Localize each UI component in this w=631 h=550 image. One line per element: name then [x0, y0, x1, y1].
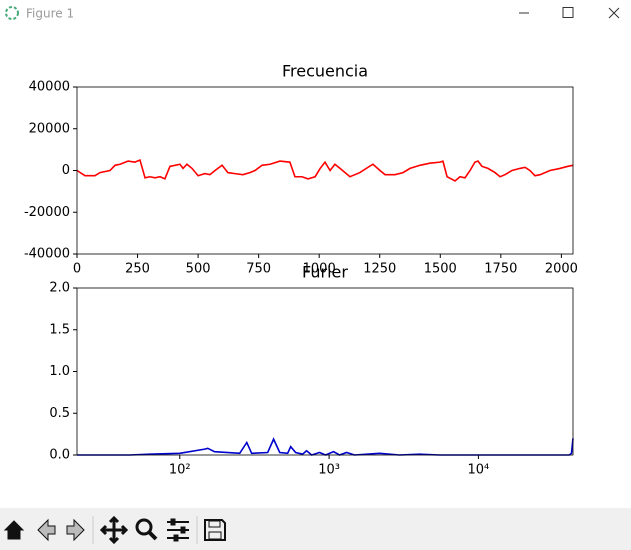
chart-title: Furier — [302, 263, 348, 282]
plot-area — [77, 87, 573, 254]
save-icon-part — [208, 531, 222, 540]
save-button[interactable] — [204, 519, 226, 541]
pan-button[interactable] — [99, 515, 129, 545]
y-tick-label: 40000 — [29, 80, 70, 95]
x-tick-label: 10² — [169, 463, 191, 478]
axes-frame — [76, 86, 574, 255]
back-button[interactable] — [37, 518, 56, 542]
x-tick-label: 1500 — [424, 262, 457, 277]
x-tick-label: 500 — [186, 262, 211, 277]
plot-area — [77, 288, 573, 455]
slider — [180, 526, 186, 534]
x-tick-label: 750 — [246, 262, 271, 277]
y-tick-label: 20000 — [29, 121, 70, 136]
x-tick-label: 1000 — [303, 262, 336, 277]
zoom-button[interactable] — [135, 518, 153, 536]
x-tick-label: 250 — [125, 262, 150, 277]
y-tick-label: 1.5 — [49, 322, 70, 337]
y-tick-label: 1.0 — [49, 364, 70, 379]
chart-title: Frecuencia — [282, 62, 368, 81]
window-title: Figure 1 — [26, 7, 74, 21]
y-tick-label: 0 — [62, 163, 70, 178]
data-line — [77, 437, 574, 456]
slider — [170, 518, 176, 526]
x-tick-label: 1750 — [484, 262, 517, 277]
close-button[interactable] — [608, 7, 620, 19]
app-icon — [5, 6, 19, 20]
home-button[interactable] — [3, 520, 25, 540]
y-tick-label: 2.0 — [49, 281, 70, 296]
data-line — [76, 158, 574, 182]
zoom-handle — [147, 530, 158, 541]
y-tick-label: -20000 — [24, 205, 70, 220]
slider — [173, 534, 179, 542]
x-tick-label: 1250 — [363, 262, 396, 277]
maximize-button[interactable] — [562, 7, 574, 18]
y-tick-label: 0.0 — [49, 448, 70, 463]
forward-button[interactable] — [66, 518, 85, 542]
toolbar — [0, 508, 631, 550]
axes-frame — [76, 287, 574, 456]
y-tick-label: 0.5 — [49, 406, 70, 421]
x-tick-label: 10⁴ — [468, 463, 490, 478]
x-tick-label: 2000 — [545, 262, 578, 277]
x-tick-label: 0 — [73, 262, 81, 277]
y-tick-label: -40000 — [24, 247, 70, 262]
toolbar-buttons — [3, 515, 226, 545]
x-tick-label: 10³ — [318, 463, 340, 478]
save-icon-part — [208, 520, 221, 528]
